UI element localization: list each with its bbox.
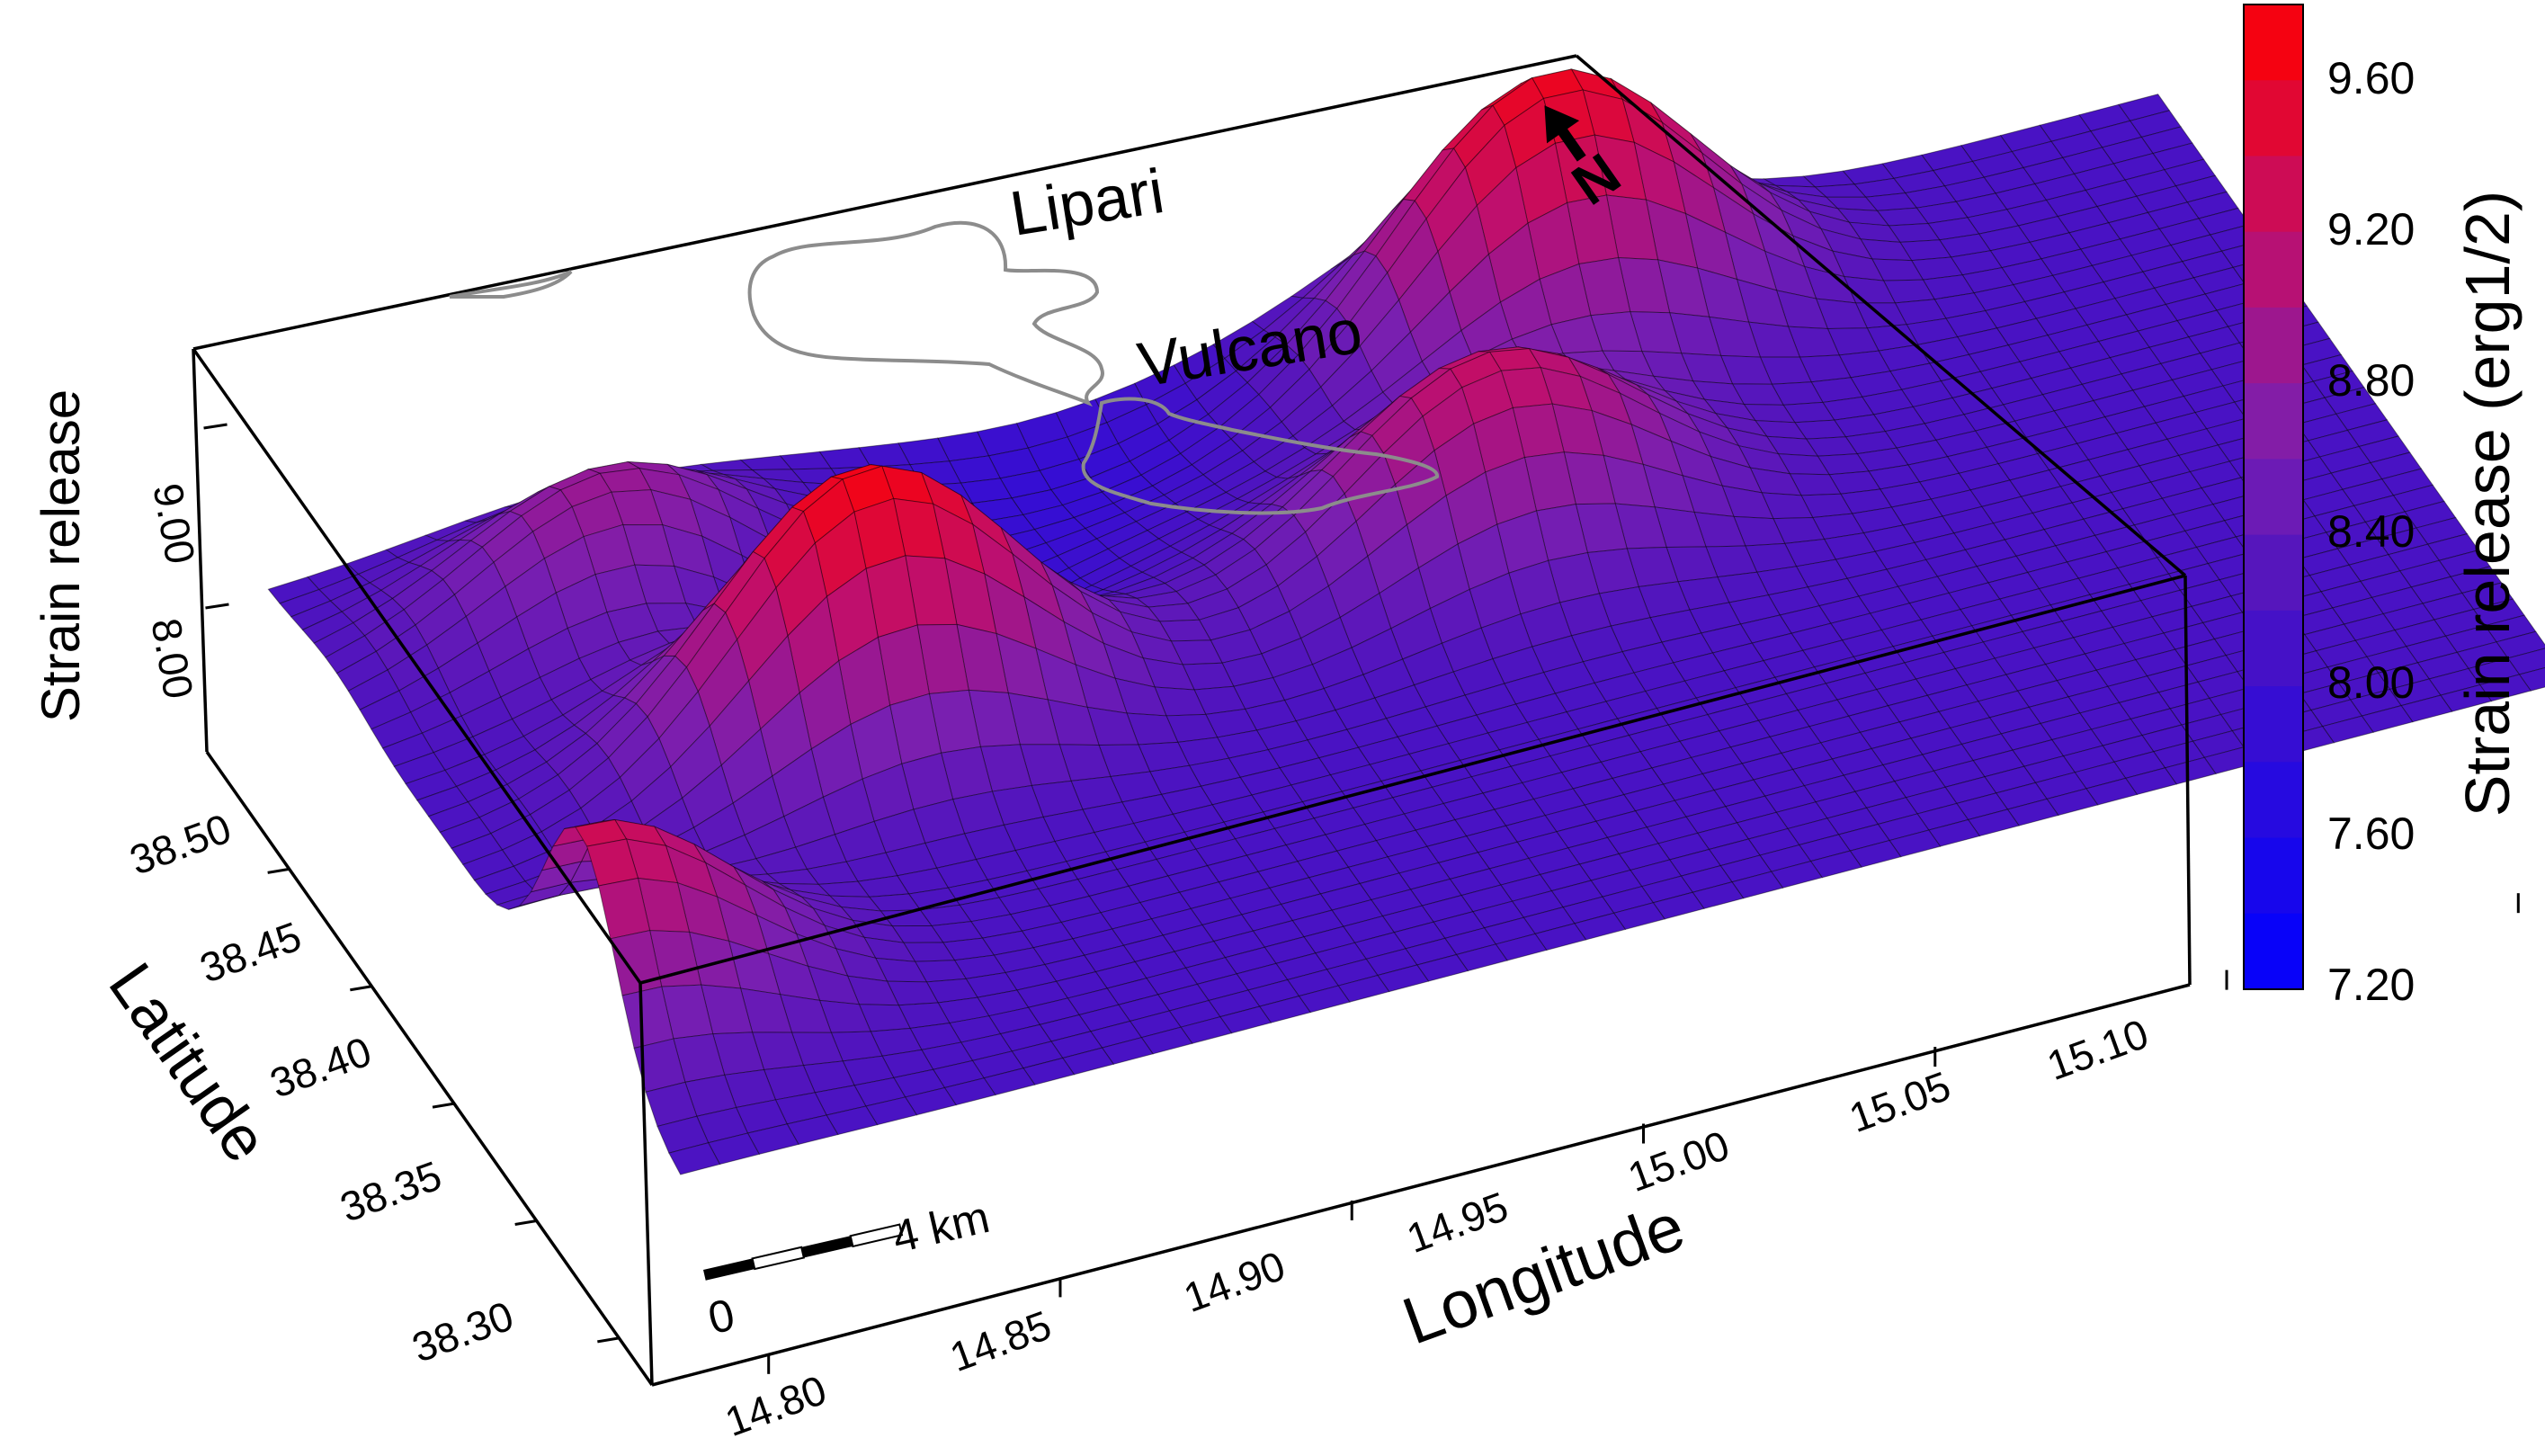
colorbar-tick-9-20: 9.20 [2327, 204, 2415, 255]
colorbar-tick-7-20: 7.20 [2327, 960, 2415, 1010]
lipari-outline [747, 220, 1104, 407]
colorbar-tick-9-60: 9.60 [2327, 53, 2415, 103]
surface-cell [943, 1077, 996, 1106]
north-arrow-head [1544, 105, 1586, 162]
colorbar-tick-8-80: 8.80 [2327, 355, 2415, 406]
y-tick-mark [432, 1102, 455, 1109]
box-front-top-left-edge [192, 347, 642, 985]
scale-bar-start-label: 0 [703, 1289, 739, 1344]
colorbar-frame [2243, 4, 2304, 990]
colorbar-tick-8-00: 8.00 [2327, 657, 2415, 708]
y-tick-label-38-30: 38.30 [406, 1292, 519, 1371]
box-left-vertical-edge [192, 348, 209, 753]
surface-cell [1337, 974, 1390, 1003]
colorbar-cell [2244, 913, 2303, 990]
place-label-lipari: Lipari [1005, 156, 1168, 249]
tick-marks [203, 423, 2520, 1374]
scale-bar-seg-2 [751, 1246, 806, 1271]
y-tick-label-38-35: 38.35 [334, 1152, 447, 1231]
x-tick-label-15-05: 15.05 [1844, 1062, 1957, 1141]
surface-cell [904, 1086, 957, 1116]
colorbar-cell [2244, 459, 2303, 536]
box-front-top-edge [639, 574, 2186, 985]
box-right-vertical-edge [2183, 575, 2192, 986]
box-bottom-left-edge [205, 750, 654, 1387]
y-tick-label-38-50: 38.50 [123, 805, 237, 884]
colorbar-cell [2244, 610, 2303, 687]
colorbar-cell [2244, 4, 2303, 81]
colorbar-title: Strain release (erg1/2) [2452, 191, 2523, 817]
surface-cell [1692, 881, 1745, 909]
z-tick-mark [205, 603, 229, 610]
scale-bar-seg-1 [703, 1258, 755, 1281]
y-tick-label-38-45: 38.45 [193, 913, 307, 992]
colorbar-cell [2244, 762, 2303, 839]
scale-bar-seg-4 [849, 1223, 904, 1248]
colorbar-cell [2244, 80, 2303, 156]
y-tick-mark [514, 1219, 537, 1226]
z-tick-label-8: 8.00 [142, 615, 202, 702]
colorbar-cell [2244, 231, 2303, 308]
z-tick-mark [203, 423, 228, 430]
y-tick-mark [350, 985, 372, 992]
surface-cell [1809, 850, 1862, 879]
colorbar-cell [2244, 686, 2303, 763]
box-back-top-left-edge [192, 54, 1577, 351]
colorbar-tick-7-60: 7.60 [2327, 808, 2415, 859]
box-front-vertical-edge [638, 982, 654, 1386]
x-tick-label-14-85: 14.85 [944, 1301, 1058, 1380]
colorbar-cell [2244, 156, 2303, 233]
surface-cell [1652, 891, 1705, 920]
y-tick-mark [597, 1336, 620, 1344]
surface-cell [1140, 1026, 1193, 1055]
z-tick-label-9: 9.00 [144, 480, 204, 567]
surface-cell [865, 1096, 918, 1126]
surface-cell [668, 1142, 721, 1175]
y-axis-title: Latitude [95, 951, 281, 1175]
colorbar-cell [2244, 534, 2303, 612]
surface-cell [1377, 964, 1430, 993]
x-tick-label-14-80: 14.80 [719, 1366, 833, 1445]
colorbar-cells [2244, 4, 2303, 990]
box-bottom-front-edge [651, 983, 2191, 1387]
z-axis-title: Strain release [31, 389, 91, 722]
surface-cell [1770, 861, 1824, 889]
x-tick-label-15-00: 15.00 [1622, 1121, 1736, 1201]
colorbar-cell [2244, 837, 2303, 915]
surface-cell [1612, 902, 1665, 930]
northwest-island-outline [449, 270, 573, 299]
scale-bar-end-label: 4 km [888, 1192, 994, 1263]
x-tick-label-15-10: 15.10 [2041, 1010, 2155, 1089]
surface-cell [1455, 943, 1508, 972]
surface-cell [1574, 912, 1627, 941]
strain-surface [267, 68, 2545, 1175]
scale-bar: 0 4 km [703, 1192, 994, 1344]
island-outlines [449, 220, 1439, 515]
plot-box [192, 54, 2192, 1387]
vulcano-outline [1081, 397, 1439, 515]
scale-bar-seg-3 [801, 1236, 853, 1258]
x-tick-label-14-90: 14.90 [1178, 1242, 1291, 1321]
colorbar: 9.60 9.20 8.80 8.40 8.00 7.60 7.20 Strai… [2243, 4, 2523, 1010]
y-tick-mark [267, 867, 290, 874]
colorbar-tick-8-40: 8.40 [2327, 506, 2415, 557]
colorbar-cell [2244, 383, 2303, 460]
surface-cell [1415, 953, 1469, 982]
colorbar-cell [2244, 307, 2303, 384]
surface-cell [1061, 1047, 1115, 1076]
surface-cell [746, 1123, 799, 1155]
y-tick-label-38-40: 38.40 [263, 1028, 377, 1107]
box-back-top-right-edge [1575, 54, 2187, 577]
